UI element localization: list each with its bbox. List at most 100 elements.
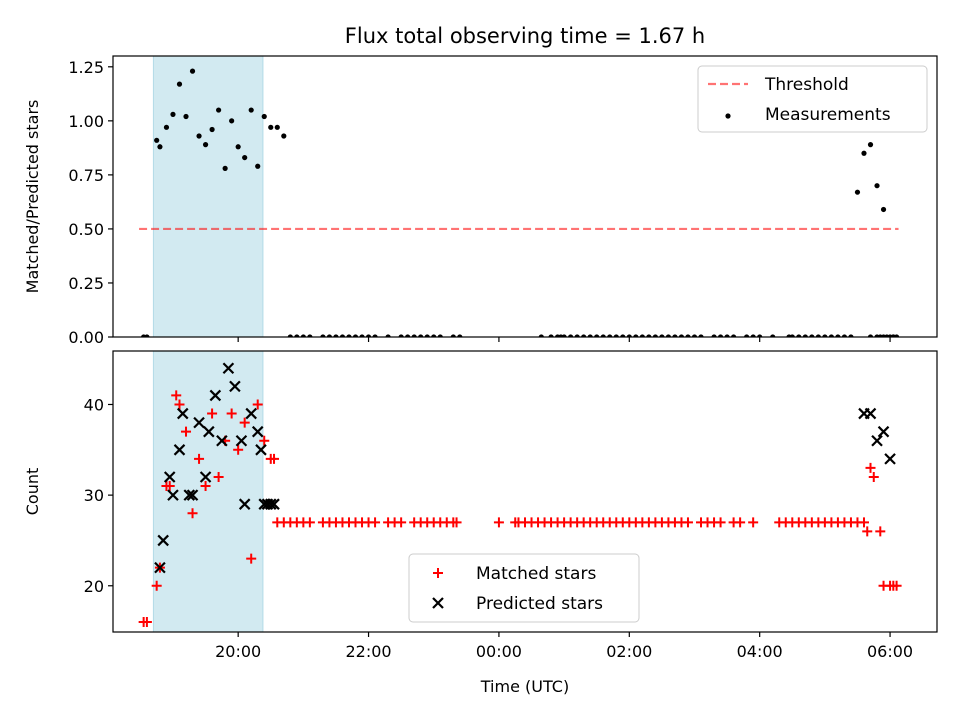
highlight-band	[152, 351, 264, 632]
matched-star-point	[174, 399, 185, 410]
measurement-point	[183, 113, 189, 120]
measurement-point	[261, 113, 267, 120]
measurement-point	[874, 183, 880, 189]
measurement-point	[685, 334, 691, 337]
measurement-point	[672, 334, 678, 337]
predicted-star-point	[264, 498, 277, 510]
predicted-star-point	[884, 453, 896, 465]
measurement-point	[411, 334, 417, 337]
legend-predicted-label: Predicted stars	[476, 594, 603, 614]
measurement-point	[431, 334, 437, 337]
matched-star-point	[181, 426, 192, 437]
x-tick-label: 22:00	[345, 642, 391, 661]
matched-star-point	[233, 444, 244, 455]
predicted-star-point	[245, 407, 257, 420]
matched-star-point	[213, 471, 224, 482]
measurement-point	[209, 126, 215, 133]
legend-matched-swatch	[433, 568, 443, 578]
matched-star-point	[865, 462, 876, 473]
x-tick-label: 20:00	[215, 642, 261, 661]
plot-area	[138, 351, 902, 632]
matched-star-point	[151, 580, 162, 591]
series-measurements	[141, 68, 900, 337]
predicted-star-point	[163, 471, 176, 483]
measurement-point	[884, 334, 890, 337]
legend-box	[408, 553, 640, 623]
predicted-star-point	[871, 434, 883, 447]
matched-star-point	[451, 517, 462, 528]
measurement-point	[457, 334, 463, 337]
predicted-star-point	[157, 534, 169, 547]
matched-star-point	[858, 517, 869, 528]
measurement-point	[398, 334, 404, 337]
measurement-point	[841, 334, 848, 337]
measurement-point	[835, 334, 841, 337]
measurement-point	[333, 334, 339, 337]
measurement-point	[757, 334, 763, 337]
measurement-point	[287, 334, 293, 337]
predicted-star-point	[167, 489, 179, 501]
measurement-point	[867, 142, 874, 148]
matched-star-point	[194, 453, 205, 464]
measurement-point	[750, 334, 756, 337]
measurement-point	[607, 334, 613, 337]
measurement-point	[796, 334, 802, 337]
measurement-point	[770, 334, 776, 337]
measurement-point	[822, 334, 828, 337]
measurement-point	[281, 133, 287, 139]
measurement-point	[176, 81, 183, 87]
measurement-point	[574, 334, 580, 337]
measurement-point	[691, 334, 698, 337]
y-tick-label: 0.00	[68, 328, 104, 347]
measurement-point	[620, 334, 626, 337]
measurement-point	[815, 334, 821, 337]
measurement-point	[365, 334, 372, 337]
y-tick-label: 1.00	[68, 112, 104, 131]
legend-measurements-swatch	[725, 113, 731, 119]
axes-frame	[112, 350, 938, 633]
measurement-point	[326, 334, 333, 337]
measurement-point	[626, 334, 632, 337]
matched-star-point	[875, 526, 886, 537]
x-tick-label: 06:00	[867, 642, 913, 661]
measurement-point	[372, 334, 378, 337]
measurement-point	[802, 334, 808, 337]
matched-star-point	[171, 390, 182, 401]
predicted-star-point	[238, 498, 251, 510]
measurement-point	[581, 334, 587, 337]
measurement-point	[587, 334, 593, 337]
measurement-point	[255, 163, 261, 169]
measurement-point	[157, 144, 163, 150]
legend-measurements-label: Measurements	[765, 105, 891, 125]
matched-star-point	[304, 517, 315, 528]
measurement-point	[320, 334, 326, 337]
measurement-point	[633, 334, 639, 337]
measurement-point	[880, 206, 887, 213]
legend-box	[697, 65, 928, 133]
measurement-point	[294, 334, 300, 337]
y-tick-label: 0.50	[68, 220, 104, 239]
measurement-point	[405, 334, 411, 337]
matched-star-point	[891, 580, 902, 591]
measurement-point	[352, 334, 359, 337]
measurement-point	[274, 124, 280, 130]
x-axis-label: Time (UTC)	[480, 677, 569, 696]
measurement-point	[828, 334, 834, 337]
predicted-star-point	[173, 444, 186, 456]
measurement-point	[789, 334, 795, 337]
predicted-star-point	[222, 362, 235, 375]
measurement-point	[731, 334, 737, 337]
matched-star-point	[207, 408, 218, 419]
matched-star-point	[259, 435, 270, 446]
plot-area	[139, 56, 900, 337]
matched-star-point	[226, 408, 237, 419]
predicted-star-point	[199, 471, 212, 483]
predicted-star-point	[251, 425, 264, 438]
measurement-point	[229, 118, 235, 124]
measurement-point	[538, 334, 544, 337]
highlight-band	[152, 56, 264, 337]
measurement-point	[744, 334, 750, 337]
measurement-point	[307, 334, 313, 337]
predicted-star-point	[229, 380, 241, 393]
